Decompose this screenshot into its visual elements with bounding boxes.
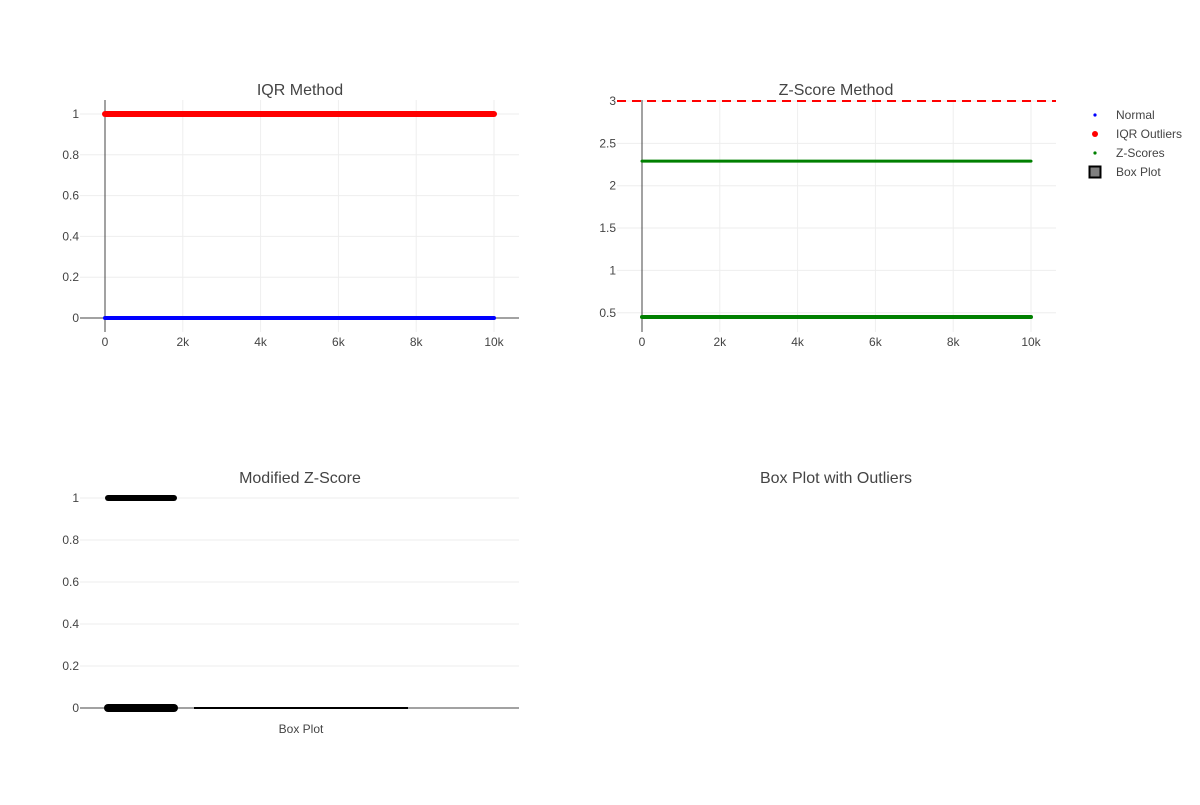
legend-item[interactable]: Box Plot — [1088, 165, 1162, 179]
ticks-iqr: 0 2k 4k 6k 8k 10k 0 0.2 0.4 0.6 0.8 1 — [62, 107, 504, 349]
x-tick-label: 4k — [254, 335, 268, 349]
legend-marker — [1093, 151, 1097, 155]
panel-iqr: IQR Method 0 2k 4k 6k 8k 10k 0 0.2 0.4 0.6 0.8 1 — [62, 82, 519, 349]
y-tick-label: 1 — [72, 107, 79, 121]
series-modz — [104, 495, 408, 712]
y-tick-label: 0.4 — [62, 617, 79, 631]
legend-marker — [1092, 131, 1098, 137]
chart-title-modz: Modified Z-Score — [239, 470, 361, 487]
legend-label: Box Plot — [1116, 165, 1161, 179]
grid-zscore — [617, 100, 1056, 332]
panel-modz: Modified Z-Score 0 0.2 0.4 0.6 0.8 1 Box Plot — [62, 470, 519, 736]
y-tick-label: 0.6 — [62, 575, 79, 589]
legend-label: IQR Outliers — [1116, 127, 1182, 141]
ticks-zscore: 0 2k 4k 6k 8k 10k 0.5 1 1.5 2 2.5 3 — [599, 94, 1041, 349]
y-tick-label: 0.8 — [62, 148, 79, 162]
series-zscore — [617, 100, 1056, 319]
y-tick-label: 1.5 — [599, 221, 616, 235]
legend-item[interactable]: Z-Scores — [1093, 146, 1165, 160]
chart-title-boxplot: Box Plot with Outliers — [760, 470, 912, 487]
y-tick-label: 0.6 — [62, 189, 79, 203]
x-tick-label: 2k — [713, 335, 727, 349]
x-tick-label: 4k — [791, 335, 805, 349]
y-tick-label: 0 — [72, 701, 79, 715]
x-tick-label: 0 — [102, 335, 109, 349]
ticks-modz: 0 0.2 0.4 0.6 0.8 1 — [62, 491, 79, 715]
x-tick-label: 0 — [639, 335, 646, 349]
y-tick-label: 0.2 — [62, 659, 79, 673]
legend-label: Z-Scores — [1116, 146, 1165, 160]
chart-title-zscore: Z-Score Method — [779, 82, 894, 99]
panel-boxplot: Box Plot with Outliers — [760, 470, 912, 487]
x-category-label-modz: Box Plot — [279, 722, 324, 736]
x-tick-label: 6k — [869, 335, 883, 349]
y-tick-label: 1 — [72, 491, 79, 505]
y-tick-label: 3 — [609, 94, 616, 108]
x-tick-label: 10k — [484, 335, 504, 349]
legend-marker — [1093, 113, 1097, 117]
y-tick-label: 0.4 — [62, 229, 79, 243]
x-tick-label: 6k — [332, 335, 346, 349]
legend-item[interactable]: Normal — [1093, 108, 1155, 122]
grid-modz — [80, 497, 519, 709]
x-tick-label: 8k — [947, 335, 961, 349]
legend: Normal IQR Outliers Z-Scores Box Plot — [1088, 108, 1182, 179]
legend-label: Normal — [1116, 108, 1155, 122]
x-tick-label: 8k — [410, 335, 424, 349]
y-tick-label: 2 — [609, 179, 616, 193]
chart-title-iqr: IQR Method — [257, 82, 343, 99]
x-tick-label: 2k — [176, 335, 190, 349]
x-tick-label: 10k — [1021, 335, 1041, 349]
grid-iqr — [80, 100, 519, 332]
series-iqr — [102, 111, 497, 320]
y-tick-label: 2.5 — [599, 136, 616, 150]
legend-marker — [1088, 165, 1102, 179]
y-tick-label: 0.5 — [599, 306, 616, 320]
y-tick-label: 0 — [72, 311, 79, 325]
panel-zscore: Z-Score Method 0 2k 4k 6k 8k 10k 0.5 1 1.5 2 2.5 3 — [599, 82, 1056, 349]
y-tick-label: 0.8 — [62, 533, 79, 547]
y-tick-label: 1 — [609, 263, 616, 277]
y-tick-label: 0.2 — [62, 270, 79, 284]
legend-item[interactable]: IQR Outliers — [1092, 127, 1182, 141]
